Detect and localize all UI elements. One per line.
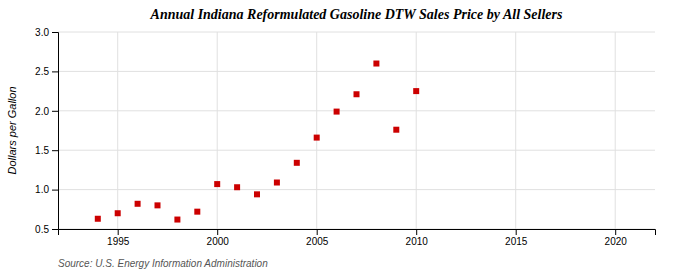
y-tick-mark	[52, 71, 58, 72]
grid-line-x	[416, 32, 417, 229]
y-axis-line	[52, 33, 59, 230]
point	[274, 180, 280, 186]
y-tick-mark	[52, 190, 58, 191]
x-tick-label: 1995	[107, 236, 130, 247]
x-tick-mark	[416, 229, 417, 235]
y-tick: 1.0	[35, 184, 58, 195]
x-tick-label: 2020	[605, 236, 628, 247]
x-tick-mark	[615, 229, 616, 235]
y-tick-mark	[52, 32, 58, 33]
point	[194, 209, 200, 215]
plot: 1995 2000 2005 2010 2015 2020 0.5 1.0 1.5 2.0 2.5 3…	[35, 27, 655, 247]
source-note: Source: U.S. Energy Information Administ…	[58, 258, 268, 269]
y-tick-label: 1.5	[35, 145, 49, 156]
y-tick: 0.5	[35, 224, 58, 235]
y-tick: 3.0	[35, 27, 58, 38]
grid-line-y	[58, 189, 655, 190]
y-tick-label: 2.0	[35, 106, 49, 117]
y-tick: 2.0	[35, 106, 58, 117]
y-tick: 1.5	[35, 145, 58, 156]
title: Annual Indiana Reformulated Gasoline DTW…	[150, 7, 563, 22]
x-axis-line	[59, 230, 656, 236]
point	[234, 184, 240, 190]
x-tick-mark	[516, 229, 517, 235]
y-axis: 0.5 1.0 1.5 2.0 2.5 3.0	[35, 27, 58, 235]
point	[373, 61, 379, 67]
y-axis-title: Dollars per Gallon	[6, 86, 18, 174]
point	[95, 216, 101, 222]
grid-line-y	[58, 110, 655, 111]
point	[314, 135, 320, 141]
y-tick-label: 1.0	[35, 184, 49, 195]
grid	[58, 32, 655, 229]
x-tick: 2015	[505, 229, 528, 247]
y-tick-mark	[52, 150, 58, 151]
chart: 1995 2000 2005 2010 2015 2020 0.5 1.0 1.5 2.0 2.5 3…	[0, 0, 675, 275]
point	[115, 210, 121, 216]
grid-line-x	[217, 32, 218, 229]
point	[135, 201, 141, 207]
x-tick-label: 2000	[207, 236, 230, 247]
grid-line-x	[117, 32, 118, 229]
point	[354, 91, 360, 97]
point	[155, 202, 161, 208]
x-tick-mark	[118, 229, 119, 235]
x-tick: 2010	[406, 229, 429, 247]
x-tick-label: 2005	[306, 236, 329, 247]
x-tick: 1995	[107, 229, 130, 247]
y-tick-mark	[52, 229, 58, 230]
x-tick-label: 2015	[505, 236, 528, 247]
grid-line-y	[58, 71, 655, 72]
point	[254, 191, 260, 197]
grid-line-x	[515, 32, 516, 229]
y-tick-mark	[52, 111, 58, 112]
y-tick-label: 0.5	[35, 224, 49, 235]
point	[214, 181, 220, 187]
grid-line-x	[615, 32, 616, 229]
y-tick: 2.5	[35, 66, 58, 77]
y-tick-label: 2.5	[35, 66, 49, 77]
y-tick-label: 3.0	[35, 27, 49, 38]
x-tick-mark	[317, 229, 318, 235]
point	[413, 88, 419, 94]
x-tick: 2020	[605, 229, 628, 247]
x-tick: 2005	[306, 229, 329, 247]
point	[294, 160, 300, 166]
grid-line-y	[58, 150, 655, 151]
grid-line-x	[316, 32, 317, 229]
x-tick-mark	[217, 229, 218, 235]
x-tick: 2000	[207, 229, 230, 247]
point	[393, 127, 399, 133]
x-axis: 1995 2000 2005 2010 2015 2020	[59, 229, 656, 247]
points	[95, 61, 419, 223]
point	[174, 217, 180, 223]
x-tick-label: 2010	[406, 236, 429, 247]
point	[334, 109, 340, 115]
grid-line-y	[58, 32, 655, 33]
